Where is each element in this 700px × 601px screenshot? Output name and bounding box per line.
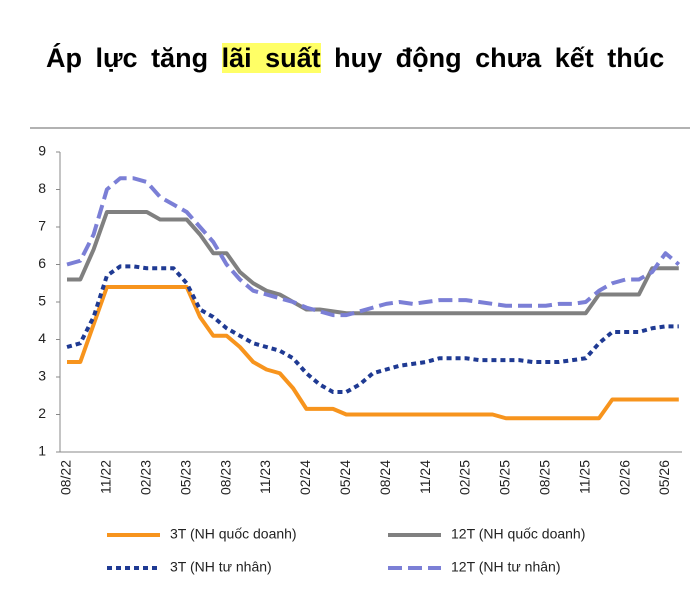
x-tick-label: 11/22 (98, 460, 114, 494)
x-tick-label: 08/22 (58, 460, 74, 495)
x-tick-label: 02/25 (457, 460, 473, 495)
series-line (66, 264, 679, 394)
title-part: Áp lực tăng (46, 43, 209, 73)
legend-label: 12T (NH quốc doanh) (451, 526, 585, 542)
y-tick-label: 1 (38, 443, 46, 459)
chart-title: Áp lực tăng lãi suất huy động chưa kết t… (46, 40, 676, 76)
y-tick-label: 6 (38, 255, 46, 271)
y-tick-label: 5 (38, 293, 46, 309)
title-part: huy động chưa kết thúc (334, 43, 665, 73)
x-tick-label: 02/26 (616, 460, 632, 495)
x-tick-label: 05/24 (337, 460, 353, 495)
x-tick-label: 02/24 (297, 460, 313, 495)
title-highlight: lãi suất (221, 43, 321, 73)
y-tick-label: 2 (38, 405, 46, 421)
legend-label: 12T (NH tư nhân) (451, 559, 561, 575)
y-tick-label: 3 (38, 368, 46, 384)
legend-label: 3T (NH quốc doanh) (170, 526, 297, 542)
x-tick-label: 05/23 (177, 460, 193, 495)
x-tick-label: 05/25 (497, 460, 513, 495)
y-tick-label: 8 (38, 180, 46, 196)
x-tick-label: 11/25 (576, 460, 592, 494)
x-tick-label: 05/26 (656, 460, 672, 495)
series-line (66, 176, 681, 318)
y-tick-label: 9 (38, 143, 46, 159)
series-line (67, 285, 679, 421)
x-tick-label: 08/24 (377, 460, 393, 495)
x-tick-label: 08/25 (537, 460, 553, 495)
x-tick-label: 02/23 (138, 460, 154, 495)
x-tick-label: 08/23 (217, 460, 233, 495)
x-tick-label: 11/23 (257, 460, 273, 494)
y-tick-label: 4 (38, 330, 46, 346)
y-tick-label: 7 (38, 218, 46, 234)
legend-label: 3T (NH tư nhân) (170, 559, 272, 575)
x-tick-label: 11/24 (417, 460, 433, 494)
series-line (67, 210, 679, 316)
